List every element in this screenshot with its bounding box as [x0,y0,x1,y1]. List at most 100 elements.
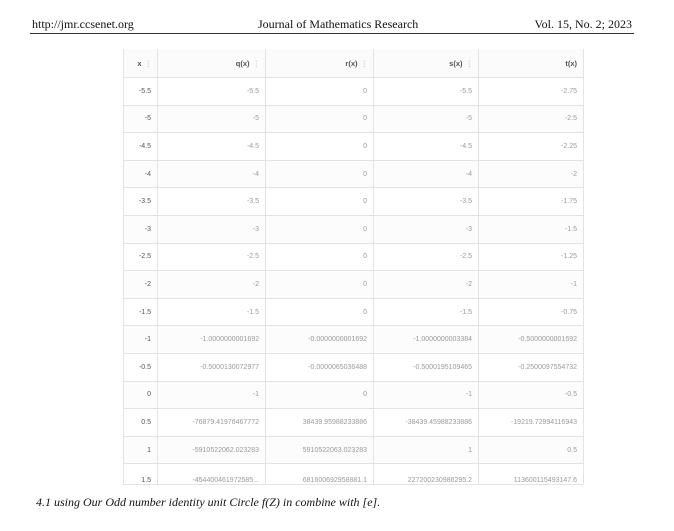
table-cell: 113600115493147.6 [478,463,584,486]
x-value-cell: -5 [123,104,158,134]
table-cell: -2 [373,270,479,299]
table-cell: -1.5 [478,214,584,244]
table-cell: -1.0000000001692 [157,325,266,354]
table-cell: -5 [157,104,266,134]
table-row: 1.5 -454400461972585... 681600692958881.1 2… [123,463,584,486]
table-cell: -5.5 [373,77,479,106]
table-cell: -1.0000000003384 [373,325,479,354]
table-cell: 1 [373,435,479,465]
table-cell: 0 [265,270,374,299]
table-cell: 0 [265,104,374,134]
table-row: -2.5 -2.5 0 -2.5 -1.25 [123,242,584,272]
table-cell: -1 [373,380,479,410]
table-cell: -0.5000130072977 [157,352,266,382]
x-value-cell: -5.5 [123,77,158,106]
table-cell: -0.75 [478,297,584,327]
column-header-label: r(x) [345,58,358,68]
column-menu-icon[interactable]: ⋮ [144,58,152,68]
volume-info: Vol. 15, No. 2; 2023 [534,17,632,31]
column-menu-icon[interactable]: ⋮ [465,58,473,68]
table-cell: -4 [373,159,479,189]
table-cell: -3 [157,214,266,244]
table-cell: -2 [478,159,584,189]
table-cell: 0 [265,380,374,410]
x-value-cell: -3 [123,214,158,244]
table-cell: 681600692958881.1 [265,463,374,486]
table-cell: -1.25 [478,242,584,272]
table-header-row: x ⋮ q(x) ⋮ r(x) ⋮ s(x) ⋮ t(x) [123,49,584,78]
column-header-2[interactable]: r(x) ⋮ [265,49,374,78]
table-cell: 0 [265,242,374,272]
table-row: -4 -4 0 -4 -2 [123,159,584,189]
table-cell: 227200230986295.2 [373,463,479,486]
table-cell: -3.5 [373,187,479,216]
table-cell: -5.5 [157,77,266,106]
table-cell: -0.0000000001692 [265,325,374,354]
x-value-cell: 0 [123,380,158,410]
table-row: -1.5 -1.5 0 -1.5 -0.75 [123,297,584,327]
table-cell: -0.5 [478,380,584,410]
table-row: -1 -1.0000000001692 -0.0000000001692 -1.000… [123,325,584,354]
column-menu-icon[interactable]: ⋮ [252,58,260,68]
table-row: 0.5 -76879.41976467772 38439.95988233886 -3… [123,408,584,437]
table-cell: -0.5000000001692 [478,325,584,354]
figure-caption: 4.1 using Our Odd number identity unit C… [36,495,381,509]
x-value-cell: -4.5 [123,132,158,161]
table-cell: -3 [373,214,479,244]
x-value-cell: 0.5 [123,408,158,437]
table-cell: -5 [373,104,479,134]
table-cell: -2.5 [157,242,266,272]
x-value-cell: 1.5 [123,463,158,486]
x-value-cell: -0.5 [123,352,158,382]
x-value-cell: -4 [123,159,158,189]
x-value-cell: -3.5 [123,187,158,216]
table-row: -4.5 -4.5 0 -4.5 -2.25 [123,132,584,161]
table-cell: -38439.45988233886 [373,408,479,437]
table-cell: -2.5 [478,104,584,134]
table-cell: -0.2500097554732 [478,352,584,382]
table-cell: -19219.72994116943 [478,408,584,437]
table-cell: -2.5 [373,242,479,272]
column-header-label: q(x) [235,58,250,68]
table-row: -0.5 -0.5000130072977 -0.0000065036488 -0.5… [123,352,584,382]
table-row: 1 -5910522062.023283 5910522063.023283 1 0.5 [123,435,584,465]
column-header-3[interactable]: s(x) ⋮ [373,49,479,78]
x-value-cell: -1.5 [123,297,158,327]
table-row: -3.5 -3.5 0 -3.5 -1.75 [123,187,584,216]
table-cell: 0 [265,297,374,327]
table-cell: 0 [265,159,374,189]
table-cell: -5910522062.023283 [157,435,266,465]
table-cell: -1.5 [373,297,479,327]
x-value-cell: -2.5 [123,242,158,272]
table-row: -5.5 -5.5 0 -5.5 -2.75 [123,77,584,106]
column-header-label: t(x) [565,58,577,68]
table-cell: 0 [265,187,374,216]
table-cell: 0 [265,77,374,106]
table-cell: 38439.95988233886 [265,408,374,437]
table-cell: -4.5 [373,132,479,161]
table-cell: 0.5 [478,435,584,465]
table-cell: 5910522063.023283 [265,435,374,465]
column-header-0[interactable]: x ⋮ [123,49,158,78]
column-header-1[interactable]: q(x) ⋮ [157,49,266,78]
table-cell: -0.0000065036488 [265,352,374,382]
table-body: -5.5 -5.5 0 -5.5 -2.75 -5 -5 0 -5 -2.5 -4.5 -4.5 0 -4… [123,77,584,486]
table-cell: -4 [157,159,266,189]
table-cell: -454400461972585... [157,463,266,486]
column-header-label: s(x) [449,58,463,68]
column-menu-icon[interactable]: ⋮ [360,58,368,68]
header-rule [30,33,634,34]
table-cell: -1.75 [478,187,584,216]
table-cell: -1.5 [157,297,266,327]
column-header-4[interactable]: t(x) [478,49,584,78]
table-cell: -1 [478,270,584,299]
table-cell: -1 [157,380,266,410]
table-cell: -3.5 [157,187,266,216]
table-cell: -2.75 [478,77,584,106]
journal-title: Journal of Mathematics Research [258,17,419,31]
x-value-cell: 1 [123,435,158,465]
x-value-cell: -2 [123,270,158,299]
table-cell: -4.5 [157,132,266,161]
column-header-label: x [137,58,142,68]
table-cell: -2 [157,270,266,299]
